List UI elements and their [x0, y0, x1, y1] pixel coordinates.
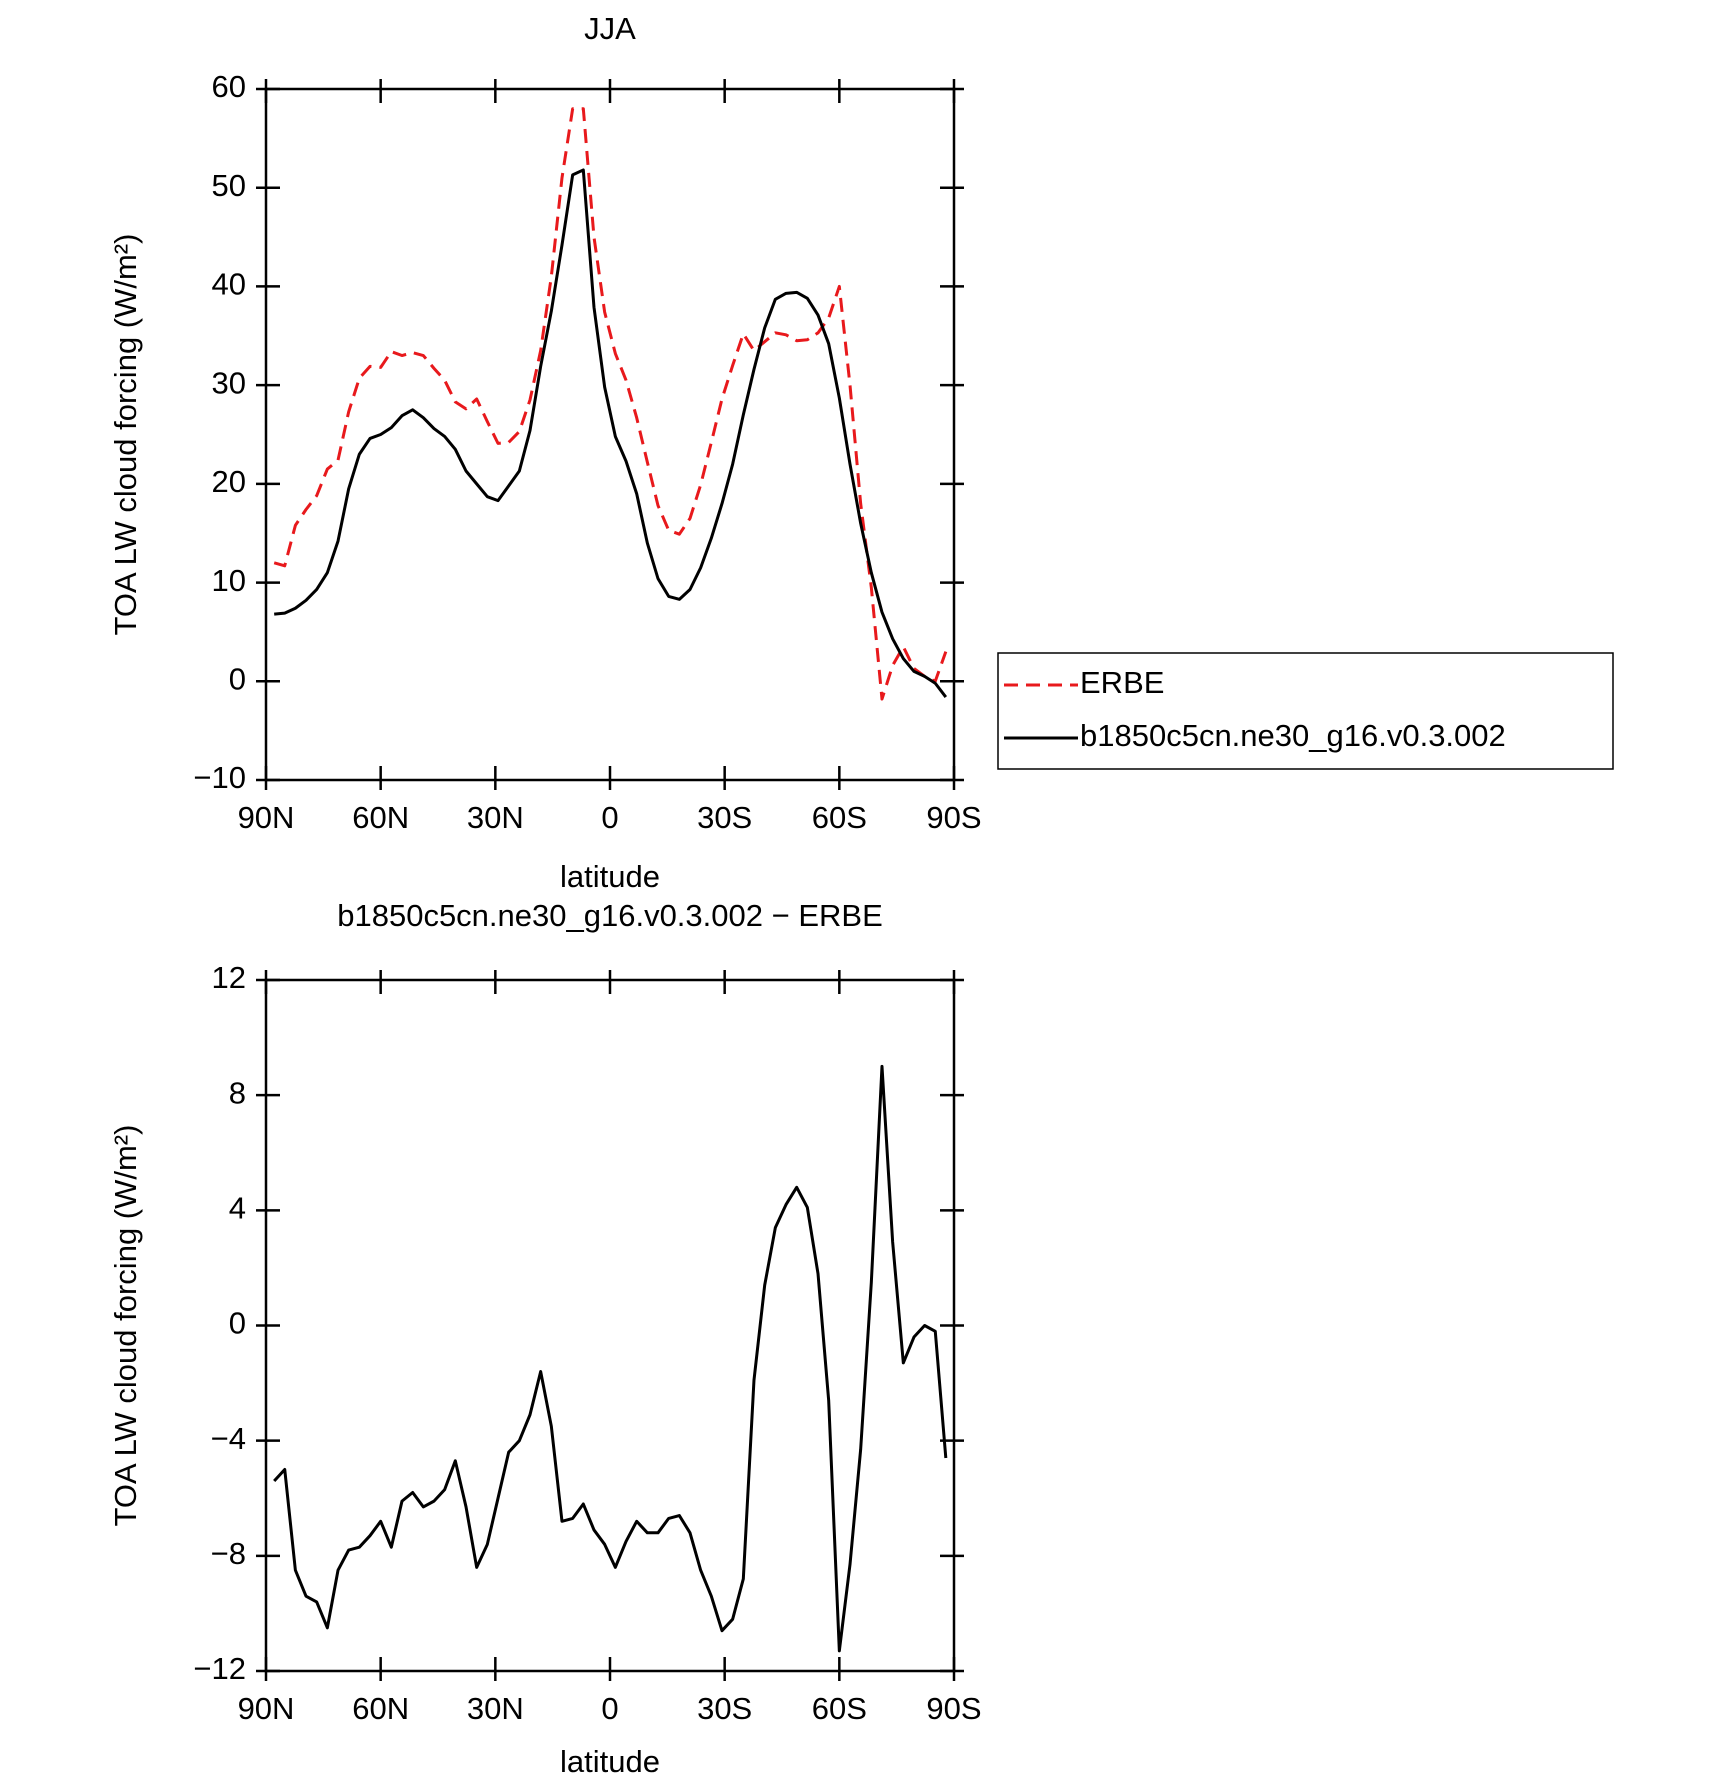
y-tick-label: 50: [212, 168, 246, 203]
y-tick-label: 0: [229, 661, 246, 696]
x-tick-label: 60N: [352, 800, 409, 835]
plot-frame: [264, 87, 956, 782]
x-tick-label: 30S: [697, 800, 752, 835]
x-axis-label: latitude: [560, 859, 660, 894]
y-tick-label: 0: [229, 1306, 246, 1341]
y-tick-label: 8: [229, 1075, 246, 1110]
x-tick-label: 30N: [467, 1691, 524, 1726]
y-tick-label: 20: [212, 464, 246, 499]
x-axis-label: latitude: [560, 1744, 660, 1777]
x-tick-label: 60S: [812, 800, 867, 835]
data-line: [273, 1064, 948, 1653]
x-tick-label: 90S: [926, 1691, 981, 1726]
y-tick-label: 30: [212, 365, 246, 400]
y-axis-label: TOA LW cloud forcing (W/m²): [108, 234, 143, 636]
x-tick-label: 30S: [697, 1691, 752, 1726]
x-tick-label: 0: [601, 800, 618, 835]
y-tick-label: −12: [193, 1651, 246, 1686]
data-line: [273, 107, 948, 701]
y-tick-label: 12: [212, 960, 246, 995]
y-tick-label: 4: [229, 1191, 246, 1226]
x-tick-label: 90N: [238, 1691, 295, 1726]
y-tick-label: −10: [193, 760, 246, 795]
x-tick-label: 90N: [238, 800, 295, 835]
y-tick-label: −4: [211, 1421, 246, 1456]
plot-frame: [264, 978, 956, 1673]
legend-label: ERBE: [1080, 665, 1164, 700]
y-tick-label: 60: [212, 69, 246, 104]
y-tick-label: 10: [212, 563, 246, 598]
x-tick-label: 60S: [812, 1691, 867, 1726]
y-tick-label: 40: [212, 267, 246, 302]
chart-title: b1850c5cn.ne30_g16.v0.3.002 − ERBE: [337, 898, 883, 933]
y-axis-label: TOA LW cloud forcing (W/m²): [108, 1125, 143, 1527]
data-line: [274, 168, 948, 698]
legend-label: b1850c5cn.ne30_g16.v0.3.002: [1080, 718, 1506, 753]
chart-title: JJA: [584, 11, 636, 46]
legend-box: [997, 652, 1614, 770]
x-tick-label: 0: [601, 1691, 618, 1726]
x-tick-label: 60N: [352, 1691, 409, 1726]
x-tick-label: 30N: [467, 800, 524, 835]
x-tick-label: 90S: [926, 800, 981, 835]
y-tick-label: −8: [211, 1536, 246, 1571]
